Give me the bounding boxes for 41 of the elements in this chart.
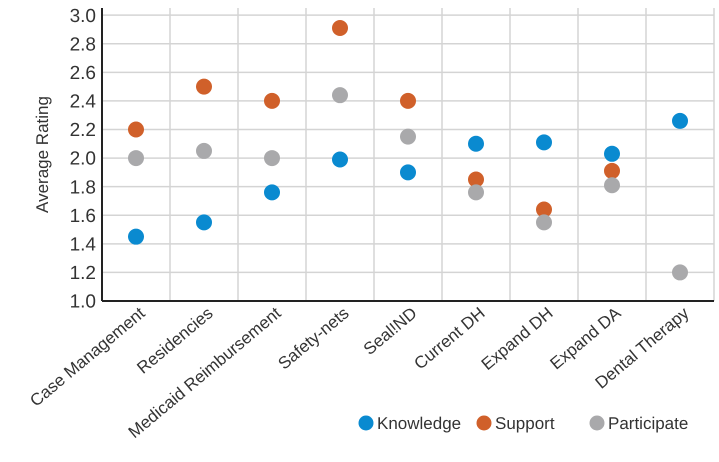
y-tick-label: 2.2: [70, 120, 96, 142]
y-tick-label: 1.0: [70, 292, 96, 313]
y-tick-label: 1.6: [70, 206, 96, 227]
y-axis-title: Average Rating: [33, 96, 52, 213]
y-tick-label: 1.8: [70, 177, 96, 198]
point: [468, 136, 484, 152]
point: [128, 228, 144, 245]
point: [536, 202, 552, 218]
point: [264, 184, 280, 200]
point: [604, 177, 620, 194]
point: [604, 146, 620, 162]
point: [400, 92, 416, 109]
legend-label: Knowledge: [377, 414, 462, 433]
point: [264, 150, 280, 166]
point: [196, 214, 212, 230]
point: [332, 20, 348, 36]
point: [468, 172, 484, 188]
point: [332, 152, 348, 168]
y-tick-label: 1.2: [70, 263, 96, 284]
y-tick-label: 1.4: [70, 234, 96, 256]
point: [672, 112, 688, 129]
point: [128, 122, 144, 138]
legend-label: Support: [495, 414, 555, 433]
y-tick-label: 2.0: [70, 148, 96, 170]
point: [128, 150, 144, 166]
point: [196, 78, 212, 95]
point: [604, 162, 620, 179]
point: [196, 142, 212, 159]
y-tick-label: 2.4: [70, 92, 96, 113]
point: [400, 164, 416, 180]
y-tick-label: 2.6: [70, 62, 96, 84]
point: [400, 128, 416, 145]
point: [332, 87, 348, 104]
y-tick-label: 3.0: [70, 6, 96, 27]
point: [672, 264, 688, 280]
point: [536, 214, 552, 230]
point: [468, 184, 484, 200]
y-tick-label: 2.8: [70, 34, 96, 56]
point: [264, 92, 280, 109]
point: [536, 134, 552, 150]
legend-label: Participate: [608, 414, 688, 433]
